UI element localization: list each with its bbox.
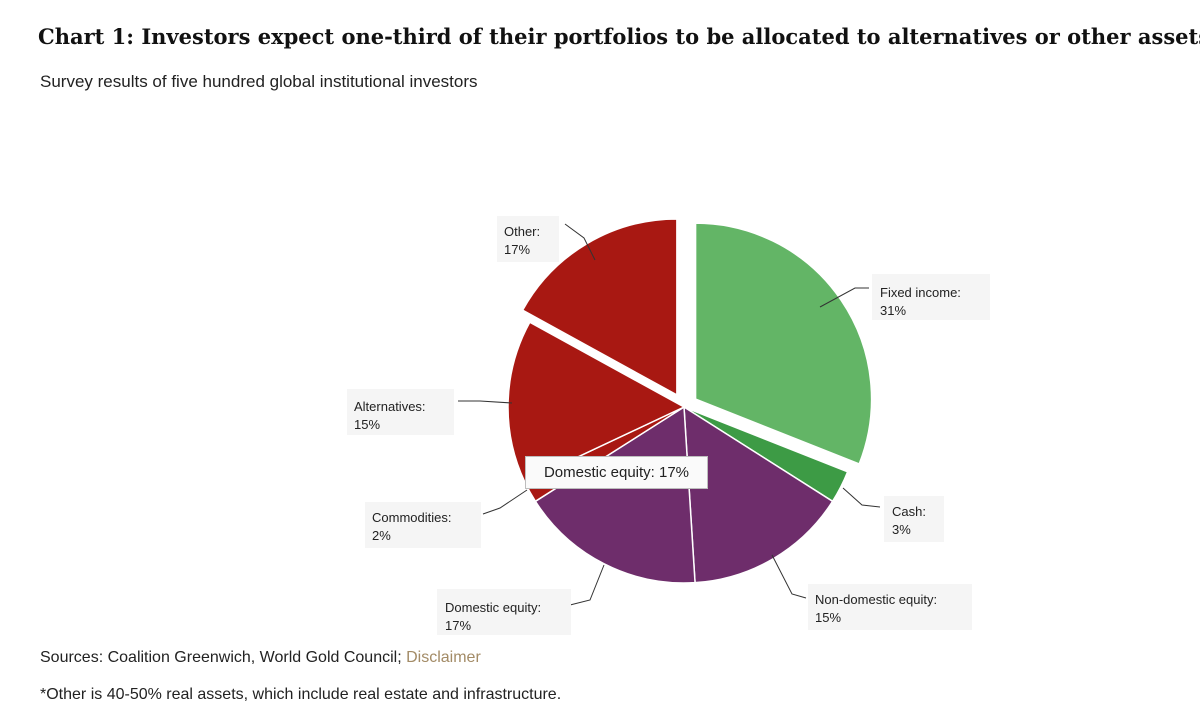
data-label-box [497,216,559,262]
leader-line [458,400,513,404]
data-label-name: Alternatives: [354,399,426,414]
slice-tooltip: Domestic equity: 17% [525,456,708,489]
data-label-value: 15% [815,610,841,625]
data-label-box [808,584,972,630]
disclaimer-link[interactable]: Disclaimer [406,649,481,666]
leader-line [564,223,596,261]
data-label-box [884,496,944,542]
data-label-name: Non-domestic equity: [815,592,937,607]
chart-title: Chart 1: Investors expect one-third of t… [38,24,1200,49]
data-label-value: 15% [354,417,380,432]
pie-slice-alternatives[interactable] [507,321,686,483]
chart-subtitle: Survey results of five hundred global in… [40,72,478,91]
data-label-box [437,589,571,635]
pie-slice-domestic-equity[interactable] [534,405,696,584]
leader-line [482,489,528,515]
data-label-name: Domestic equity: [445,600,541,615]
slice-labels: Fixed income: 31% Cash: 3% Non-domestic equi… [347,216,990,635]
data-label-value: 2% [372,528,391,543]
data-label-name: Other: [504,224,540,239]
leader-lines [458,223,881,606]
leader-line [819,287,869,308]
pie-slices [507,218,873,584]
data-label-box [872,274,990,320]
pie-slice-fixed-income[interactable] [694,222,873,465]
data-label-name: Commodities: [372,510,451,525]
data-label-box [365,502,481,548]
data-label-value: 17% [445,618,471,633]
data-label-value: 3% [892,522,911,537]
data-label-value: 31% [880,303,906,318]
data-label-name: Fixed income: [880,285,961,300]
footnote: *Other is 40-50% real assets, which incl… [40,686,562,703]
leader-line [771,554,807,599]
data-label-name: Cash: [892,504,926,519]
leader-line [569,564,605,606]
leader-line [842,487,881,508]
sources-text: Sources: Coalition Greenwich, World Gold… [40,649,407,666]
sources-line: Sources: Coalition Greenwich, World Gold… [40,649,481,667]
data-label-value: 17% [504,242,530,257]
data-label-box [347,389,454,435]
